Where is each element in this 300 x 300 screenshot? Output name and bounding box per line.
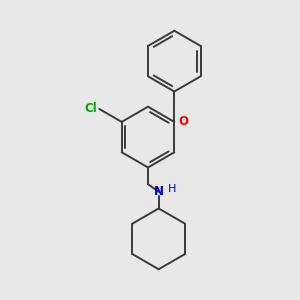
Text: O: O — [179, 116, 189, 128]
Text: Cl: Cl — [84, 103, 97, 116]
Text: H: H — [168, 184, 177, 194]
Text: N: N — [154, 185, 164, 198]
